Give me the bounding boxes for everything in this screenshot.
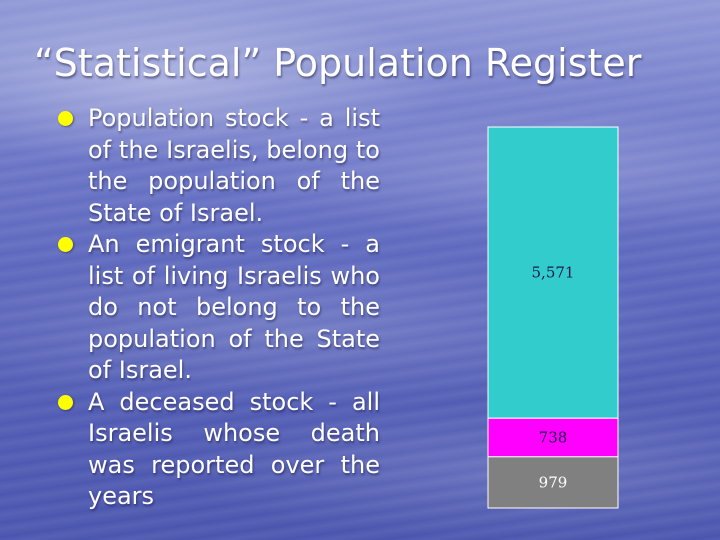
- bullet-text: An emigrant stock - a list of living Isr…: [88, 230, 380, 384]
- bullet-text: Population stock - a list of the Israeli…: [88, 104, 380, 227]
- bullet-dot-icon: [58, 237, 73, 252]
- bar-value-label-1: 738: [539, 429, 568, 447]
- bar-value-label-2: 979: [539, 473, 568, 491]
- bullet-item-emigrant-stock: An emigrant stock - a list of living Isr…: [58, 229, 380, 387]
- slide-title: “Statistical” Population Register: [34, 41, 642, 85]
- bullet-list: Population stock - a list of the Israeli…: [58, 103, 380, 513]
- bullet-dot-icon: [58, 394, 73, 410]
- bar-segment-1: [487, 417, 619, 458]
- bar-segment-0: [487, 126, 619, 419]
- bar-segment-2: [487, 456, 619, 509]
- bullet-item-population-stock: Population stock - a list of the Israeli…: [58, 103, 380, 229]
- bullet-item-deceased-stock: A deceased stock - all Israelis whose de…: [58, 387, 380, 513]
- bullet-dot-icon: [58, 111, 73, 126]
- bar-value-label-0: 5,571: [532, 264, 575, 282]
- bullet-text: A deceased stock - all Israelis whose de…: [88, 387, 380, 511]
